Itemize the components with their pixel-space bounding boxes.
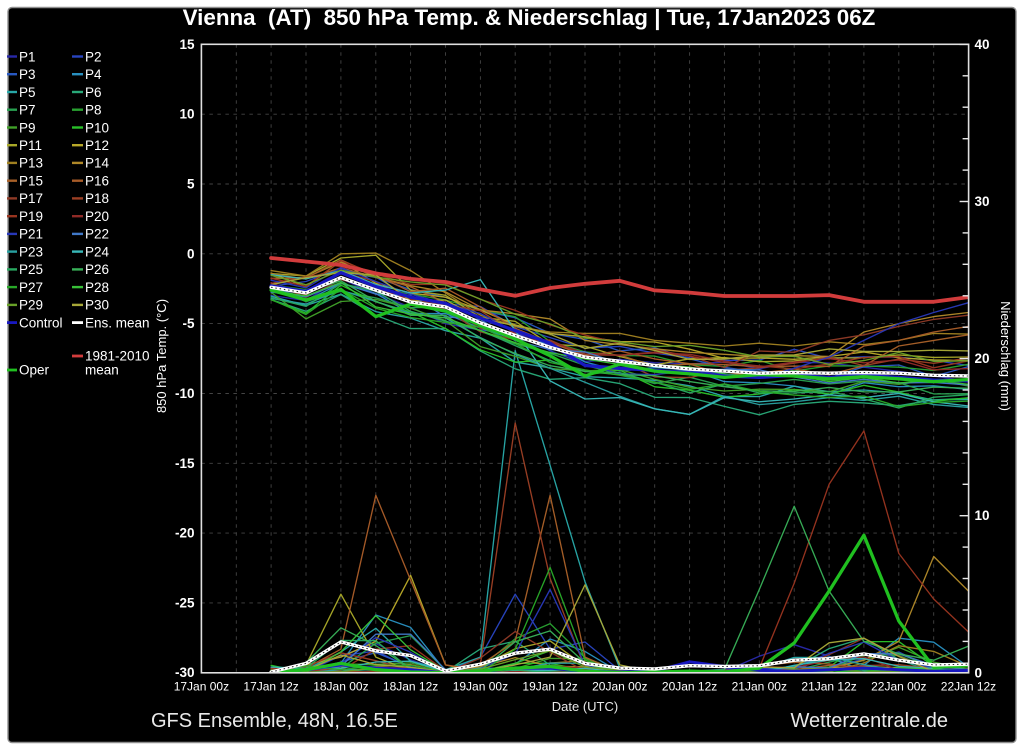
svg-text:-15: -15 (175, 456, 195, 471)
svg-text:15: 15 (179, 37, 195, 52)
svg-text:20Jan 12z: 20Jan 12z (662, 680, 717, 694)
svg-text:P14: P14 (85, 156, 110, 171)
svg-text:Wetterzentrale.de: Wetterzentrale.de (791, 710, 949, 732)
svg-text:18Jan 12z: 18Jan 12z (383, 680, 438, 694)
svg-text:mean: mean (85, 363, 119, 378)
svg-text:GFS Ensemble, 48N, 16.5E: GFS Ensemble, 48N, 16.5E (151, 710, 398, 732)
svg-text:P3: P3 (19, 67, 36, 82)
svg-text:17Jan 00z: 17Jan 00z (174, 680, 229, 694)
svg-text:P19: P19 (19, 209, 43, 224)
svg-text:P7: P7 (19, 103, 36, 118)
svg-text:17Jan 12z: 17Jan 12z (243, 680, 298, 694)
svg-text:P21: P21 (19, 227, 43, 242)
svg-text:0: 0 (975, 665, 983, 680)
svg-text:-20: -20 (175, 526, 195, 541)
svg-text:P15: P15 (19, 174, 43, 189)
svg-text:Oper: Oper (19, 363, 50, 378)
svg-text:P26: P26 (85, 262, 109, 277)
svg-text:1981-2010: 1981-2010 (85, 349, 150, 364)
svg-text:P22: P22 (85, 227, 109, 242)
svg-text:22Jan 00z: 22Jan 00z (871, 680, 926, 694)
svg-text:P4: P4 (85, 67, 102, 82)
svg-text:P24: P24 (85, 244, 110, 259)
svg-text:P13: P13 (19, 156, 43, 171)
svg-text:P2: P2 (85, 49, 102, 64)
svg-text:P23: P23 (19, 244, 43, 259)
svg-text:P16: P16 (85, 174, 109, 189)
svg-text:P18: P18 (85, 191, 109, 206)
svg-text:10: 10 (975, 508, 990, 523)
svg-text:Date (UTC): Date (UTC) (552, 699, 618, 714)
svg-text:P12: P12 (85, 138, 109, 153)
svg-text:850 hPa Temp. (°C): 850 hPa Temp. (°C) (154, 299, 169, 413)
svg-text:30: 30 (975, 194, 990, 209)
svg-text:18Jan 00z: 18Jan 00z (313, 680, 368, 694)
svg-text:P9: P9 (19, 120, 36, 135)
svg-text:P6: P6 (85, 85, 102, 100)
svg-text:P10: P10 (85, 120, 109, 135)
svg-text:20Jan 00z: 20Jan 00z (592, 680, 647, 694)
svg-text:19Jan 12z: 19Jan 12z (522, 680, 577, 694)
svg-text:19Jan 00z: 19Jan 00z (453, 680, 508, 694)
svg-text:Vienna (AT) 850 hPa Temp. &: Vienna (AT) 850 hPa Temp. & Niederschlag… (183, 5, 876, 30)
svg-text:Control: Control (19, 315, 63, 330)
svg-text:P5: P5 (19, 85, 36, 100)
svg-text:0: 0 (187, 246, 195, 261)
svg-text:-30: -30 (175, 665, 195, 680)
svg-text:10: 10 (179, 107, 194, 122)
svg-text:P11: P11 (19, 138, 42, 153)
svg-text:Ens. mean: Ens. mean (85, 315, 150, 330)
svg-text:-25: -25 (175, 595, 195, 610)
svg-text:P1: P1 (19, 49, 36, 64)
svg-text:21Jan 12z: 21Jan 12z (801, 680, 856, 694)
svg-text:P20: P20 (85, 209, 109, 224)
svg-text:P25: P25 (19, 262, 43, 277)
svg-text:P17: P17 (19, 191, 43, 206)
svg-text:40: 40 (975, 37, 990, 52)
svg-text:P27: P27 (19, 280, 43, 295)
svg-text:20: 20 (975, 351, 990, 366)
svg-text:-10: -10 (175, 386, 195, 401)
svg-text:P8: P8 (85, 103, 102, 118)
svg-text:5: 5 (187, 177, 195, 192)
svg-text:21Jan 00z: 21Jan 00z (732, 680, 787, 694)
svg-text:P28: P28 (85, 280, 109, 295)
svg-text:Niederschlag (mm): Niederschlag (mm) (998, 301, 1013, 411)
svg-text:P29: P29 (19, 298, 43, 313)
svg-text:22Jan 12z: 22Jan 12z (941, 680, 996, 694)
svg-text:P30: P30 (85, 298, 109, 313)
svg-text:-5: -5 (182, 316, 194, 331)
